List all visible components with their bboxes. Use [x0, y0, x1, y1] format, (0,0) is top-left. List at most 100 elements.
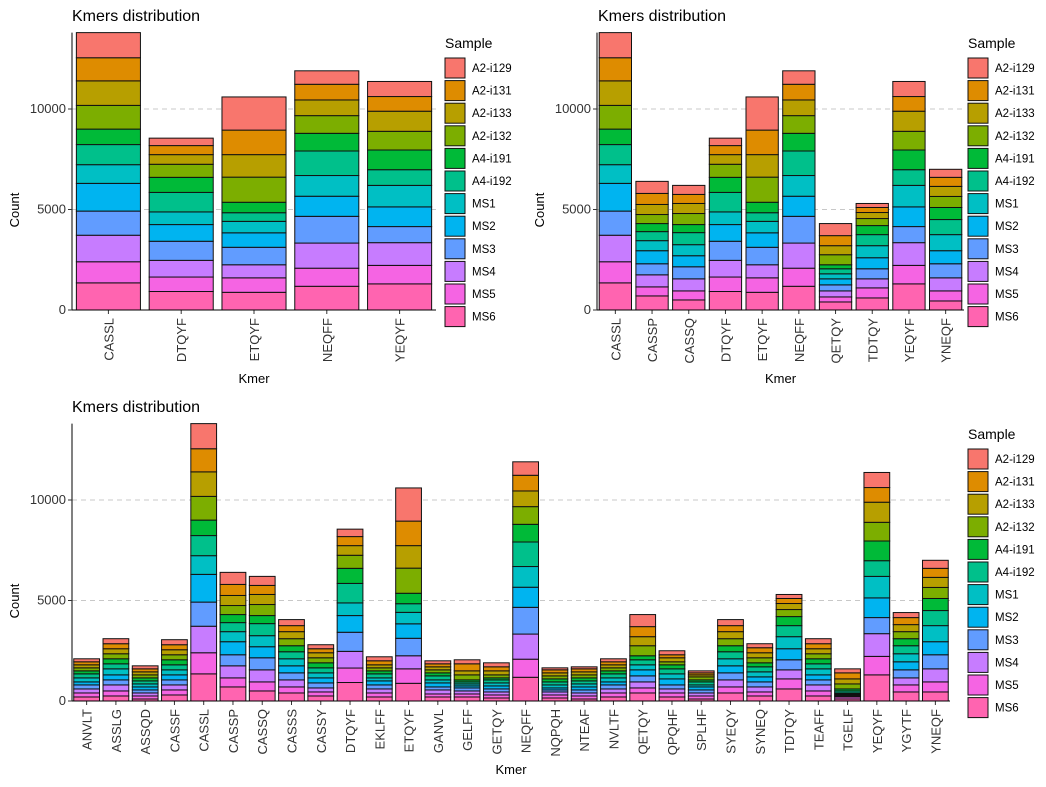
- x-tick-label: SYNEQ: [753, 709, 768, 755]
- legend-swatch-MS4: [444, 260, 466, 282]
- bar-segment-MS3: [102, 679, 130, 686]
- bar-segment-MS4: [148, 259, 214, 278]
- bar-segment-MS6: [863, 674, 891, 702]
- bar-segment-A2-i133: [294, 99, 360, 117]
- legend-label: MS2: [995, 612, 1019, 624]
- bar-segment-A2-i133: [395, 545, 422, 569]
- bar-segment-MS3: [672, 266, 706, 280]
- bar-segment-A2-i131: [818, 235, 853, 247]
- bar-segment-MS1: [248, 635, 276, 648]
- bar-segment-MS3: [855, 268, 889, 280]
- bar-segment-A4-i191: [248, 615, 276, 625]
- legend-swatch-MS6: [967, 697, 989, 719]
- bar-segment-A2-i129: [278, 619, 305, 627]
- legend-label: MS6: [472, 312, 496, 324]
- bar-segment-A2-i129: [73, 658, 101, 663]
- x-tick-label: YEQYF: [870, 709, 885, 753]
- bar-segment-A2-i132: [855, 218, 889, 227]
- legend-label: MS1: [995, 199, 1019, 211]
- bar-GANVL: [424, 660, 452, 702]
- bar-CASSF: [161, 639, 188, 702]
- bar-segment-A4-i192: [629, 659, 657, 666]
- bar-segment-MS4: [221, 264, 287, 279]
- bar-segment-A2-i132: [395, 567, 422, 594]
- bar-segment-A2-i133: [75, 80, 141, 106]
- legend-swatch-A4-i192: [967, 561, 989, 583]
- bar-segment-A4-i192: [248, 623, 276, 637]
- bar-segment-A2-i131: [804, 643, 832, 650]
- bar-segment-A2-i129: [892, 80, 926, 98]
- bar-NEQFF: [782, 70, 816, 311]
- bar-segment-A2-i129: [221, 96, 287, 131]
- bar-segment-A4-i191: [629, 655, 657, 661]
- bar-segment-A4-i191: [672, 224, 706, 234]
- bar-segment-MS4: [855, 278, 889, 289]
- bar-segment-A2-i129: [512, 461, 540, 476]
- legend-swatch-MS3: [967, 629, 989, 651]
- bar-segment-A2-i133: [453, 670, 481, 676]
- bar-YNEQF: [929, 168, 963, 311]
- bar-DTQYF: [708, 137, 743, 311]
- x-tick-label: NEQFF: [792, 318, 807, 362]
- bar-segment-A2-i131: [775, 597, 803, 605]
- legend-swatch-A2-i131: [444, 80, 466, 102]
- bar-segment-MS5: [746, 691, 774, 697]
- bar-segment-MS4: [219, 665, 247, 679]
- bar-segment-A2-i133: [148, 154, 214, 165]
- legend-title: Sample: [968, 426, 1016, 442]
- bar-segment-MS5: [672, 290, 706, 301]
- bar-segment-A2-i133: [708, 154, 743, 165]
- bar-segment-A4-i192: [512, 541, 540, 568]
- bar-segment-A2-i129: [745, 96, 779, 131]
- bar-segment-MS2: [745, 232, 779, 248]
- x-tick-label: ASSLG: [109, 709, 124, 752]
- bar-segment-A4-i191: [278, 645, 305, 653]
- bar-segment-A2-i131: [294, 83, 360, 101]
- bar-segment-A2-i132: [190, 495, 218, 521]
- bar-segment-A4-i191: [921, 597, 949, 612]
- y-axis-label: Count: [7, 583, 22, 618]
- bar-segment-A2-i132: [102, 653, 130, 660]
- bar-segment-MS5: [294, 267, 360, 287]
- bar-segment-MS4: [708, 259, 743, 278]
- bar-segment-A2-i133: [658, 657, 686, 663]
- bar-segment-A2-i133: [482, 670, 510, 676]
- bar-segment-A4-i191: [746, 662, 774, 668]
- bar-segment-MS5: [161, 689, 188, 696]
- bar-segment-MS4: [717, 679, 744, 688]
- bar-segment-MS4: [336, 650, 364, 669]
- bar-YGYTF: [892, 612, 920, 702]
- bar-QETQY: [818, 223, 853, 311]
- bar-segment-A2-i131: [482, 666, 510, 672]
- bar-segment-MS3: [921, 654, 949, 670]
- x-tick-label: CASSF: [167, 709, 182, 752]
- bar-segment-MS2: [672, 255, 706, 268]
- bar-segment-MS1: [855, 245, 889, 259]
- x-tick-label: TDTQY: [782, 709, 797, 753]
- legend-swatch-A2-i133: [967, 493, 989, 515]
- bar-segment-MS5: [745, 277, 779, 293]
- bar-segment-A4-i191: [307, 662, 335, 669]
- bar-segment-MS4: [190, 625, 218, 654]
- bar-segment-A2-i129: [921, 559, 949, 569]
- bar-segment-A4-i191: [395, 592, 422, 605]
- bar-segment-A2-i131: [395, 520, 422, 547]
- bar-segment-MS4: [658, 688, 686, 694]
- bar-segment-MS3: [717, 672, 744, 681]
- bar-ETQYF: [221, 96, 287, 311]
- x-tick-label: YGYTF: [899, 709, 914, 752]
- bar-segment-MS6: [892, 691, 920, 702]
- bar-segment-MS6: [367, 283, 433, 311]
- x-tick-label: CASSQ: [682, 318, 697, 364]
- bar-segment-A2-i129: [336, 528, 364, 538]
- legend-swatch-A4-i191: [967, 147, 989, 169]
- bar-segment-A4-i192: [190, 535, 218, 557]
- x-tick-label: ASSQD: [138, 709, 153, 755]
- bar-segment-MS6: [161, 694, 188, 702]
- bar-TGELF: [834, 668, 861, 702]
- legend-title: Sample: [445, 35, 493, 51]
- bar-segment-MS6: [672, 299, 706, 311]
- bar-segment-A2-i131: [708, 145, 743, 156]
- bar-segment-MS1: [221, 220, 287, 234]
- bar-CASSS: [278, 619, 305, 702]
